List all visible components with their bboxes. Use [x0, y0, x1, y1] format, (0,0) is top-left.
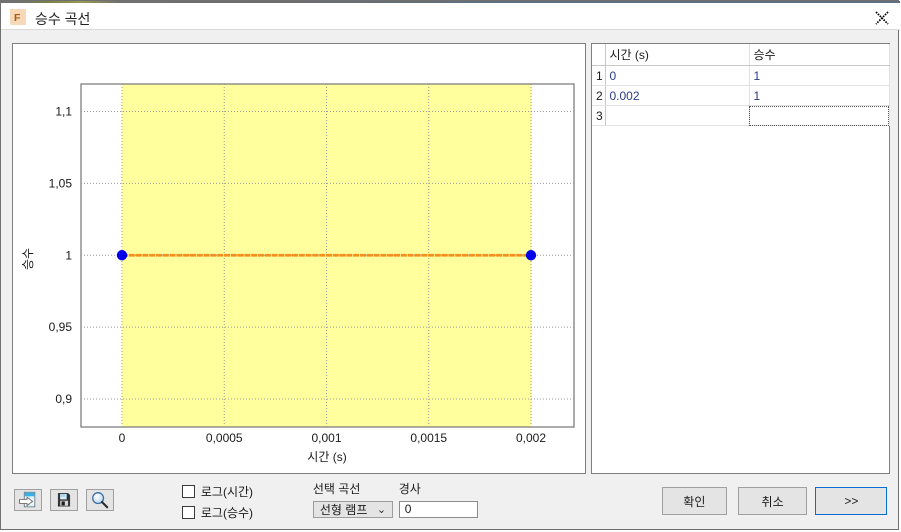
svg-text:0,9: 0,9 [55, 392, 72, 406]
svg-text:시간 (s): 시간 (s) [307, 450, 346, 464]
svg-text:0,0015: 0,0015 [410, 431, 447, 445]
svg-text:0,002: 0,002 [516, 431, 546, 445]
svg-text:1,1: 1,1 [55, 105, 72, 119]
svg-text:1,05: 1,05 [49, 176, 73, 190]
svg-text:F: F [14, 12, 21, 24]
svg-text:1: 1 [65, 248, 72, 262]
svg-text:승수: 승수 [21, 248, 35, 270]
svg-text:0,95: 0,95 [49, 320, 73, 334]
svg-text:0,001: 0,001 [311, 431, 341, 445]
svg-text:0,0005: 0,0005 [206, 431, 243, 445]
svg-text:0: 0 [119, 431, 126, 445]
